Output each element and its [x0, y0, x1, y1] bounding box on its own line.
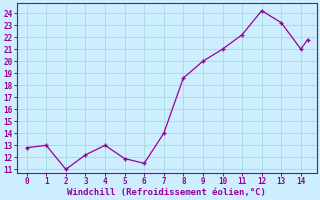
X-axis label: Windchill (Refroidissement éolien,°C): Windchill (Refroidissement éolien,°C) — [67, 188, 266, 197]
